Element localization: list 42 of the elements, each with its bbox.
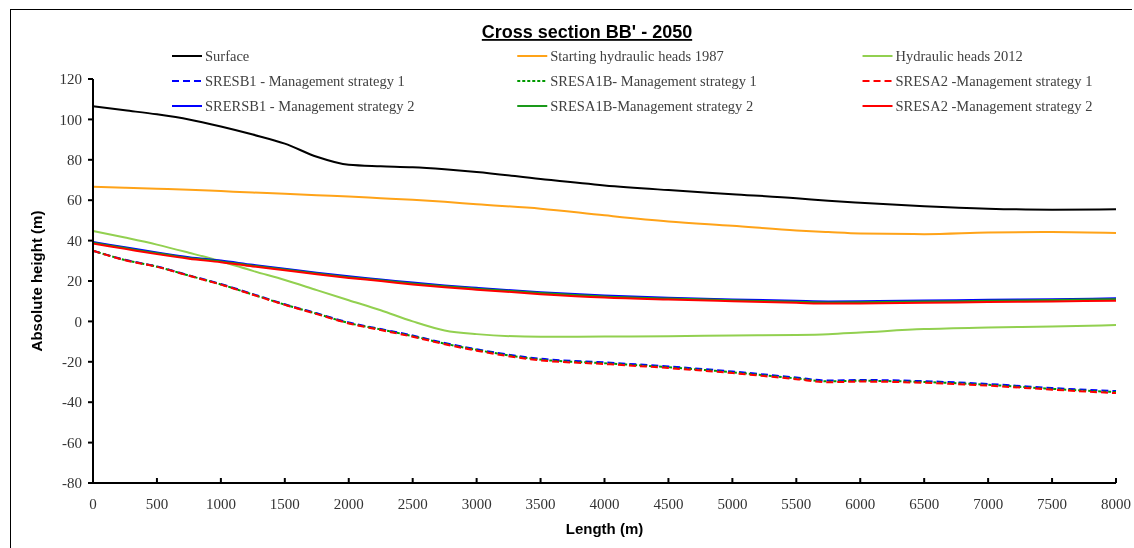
y-tick-label: 20 [67,273,82,290]
x-tick-label: 7500 [1037,496,1068,512]
legend-label: Hydraulic heads 2012 [895,48,1023,65]
y-axis-title: Absolute height (m) [28,210,45,352]
legend-label: Starting hydraulic heads 1987 [550,48,724,65]
y-tick-label: -60 [62,434,82,451]
legend-label: SRERSB1 - Management strategy 2 [205,98,415,115]
x-tick-label: 5500 [781,496,812,512]
x-tick-label: 2500 [397,496,428,512]
x-tick-label: 6500 [909,496,940,512]
legend-label: SRESA2 -Management strategy 2 [895,98,1093,115]
legend-label: Surface [205,48,250,65]
y-tick-label: -20 [62,354,82,371]
x-tick-label: 6000 [845,496,876,512]
y-tick-label: 40 [67,232,82,249]
x-tick-label: 3500 [525,496,556,512]
x-tick-label: 7000 [973,496,1004,512]
x-tick-label: 4500 [653,496,684,512]
x-tick-label: 8000 [1101,496,1131,512]
x-tick-label: 4000 [589,496,620,512]
x-tick-label: 3000 [461,496,492,512]
y-tick-label: -40 [62,394,82,411]
legend-label: SRESA1B- Management strategy 1 [550,73,757,90]
y-tick-label: 60 [67,192,82,209]
x-tick-label: 500 [145,496,169,512]
legend-label: SRESA2 -Management strategy 1 [895,73,1093,90]
x-tick-label: 2000 [333,496,364,512]
legend-label: SRESB1 - Management strategy 1 [205,73,405,90]
chart-title: Cross section BB' - 2050 [481,22,693,42]
line-series [92,229,1117,338]
legend-label: SRESA1B-Management strategy 2 [550,98,754,115]
x-axis-title: Length (m) [565,520,644,537]
x-tick-label: 5000 [717,496,748,512]
x-tick-label: 0 [89,496,97,512]
y-tick-label: 100 [59,111,82,128]
x-tick-label: 1000 [205,496,236,512]
y-tick-label: 120 [59,71,82,88]
line-series [92,185,1117,236]
x-tick-label: 1500 [269,496,300,512]
y-tick-label: -80 [62,475,82,492]
y-tick-label: 0 [74,313,82,330]
y-tick-label: 80 [67,152,82,169]
